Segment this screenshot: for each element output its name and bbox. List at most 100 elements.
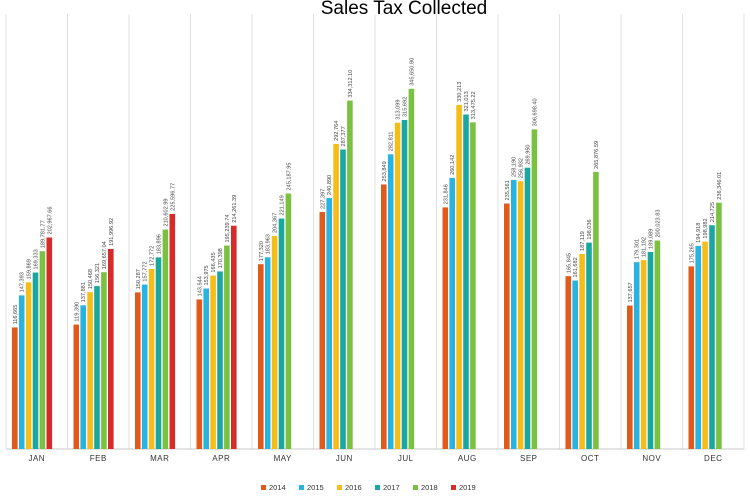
- data-label: 181,192: [642, 237, 648, 257]
- bar-2018-sep: [531, 129, 538, 449]
- bar-2014-jul: [381, 184, 387, 449]
- x-tick-label: NOV: [642, 454, 661, 463]
- data-label: 161,682: [573, 257, 579, 277]
- bar-2015-jan: [18, 295, 25, 449]
- data-label: 282,811: [389, 131, 395, 151]
- bar-2015-jul: [387, 154, 394, 449]
- data-label: 292,764: [334, 121, 340, 141]
- data-label: 313,099: [396, 99, 402, 119]
- data-label: 198,982: [703, 218, 709, 238]
- data-label: 175,265: [689, 243, 695, 263]
- bar-2017-feb: [94, 286, 100, 449]
- bar-2018-jul: [408, 88, 415, 450]
- bar-2015-aug: [449, 177, 455, 449]
- data-label: 170,398: [218, 248, 224, 268]
- bar-2018-apr: [224, 245, 230, 449]
- bar-2015-mar: [141, 284, 148, 449]
- bar-2016-nov: [640, 260, 647, 449]
- data-label: 159,869: [27, 259, 33, 279]
- data-label: 194,918: [696, 223, 702, 243]
- x-tick-label: MAY: [274, 454, 292, 463]
- bar-2014-feb: [73, 324, 80, 449]
- x-tick-label: SEP: [520, 454, 538, 463]
- data-label: 330,213: [457, 82, 463, 102]
- bar-2018-may: [285, 193, 292, 449]
- data-label: 202,967.66: [47, 206, 53, 234]
- data-label: 334,312.10: [348, 70, 354, 98]
- bar-2015-may: [264, 257, 271, 449]
- bar-2017-aug: [463, 114, 469, 449]
- data-label: 306,698.40: [532, 98, 538, 126]
- bar-2016-dec: [702, 241, 708, 449]
- data-label: 345,650.80: [409, 58, 415, 86]
- bar-2016-aug: [456, 104, 462, 449]
- bar-2014-oct: [565, 276, 572, 449]
- legend-swatch: [451, 485, 456, 490]
- bar-2014-jun: [319, 212, 326, 449]
- bar-2018-aug: [470, 122, 476, 449]
- data-label: 156,321: [95, 263, 101, 283]
- data-label: 187,119: [580, 231, 586, 251]
- data-label: 321,013: [464, 91, 470, 111]
- bar-2015-nov: [633, 262, 640, 449]
- data-label: 231,846: [443, 184, 449, 204]
- bar-2016-may: [271, 236, 278, 449]
- grid-lines: [5, 14, 745, 450]
- bar-2017-jun: [340, 149, 346, 449]
- bar-2014-jan: [12, 327, 18, 449]
- legend: 2014 2015 2016 2017 2018 2019: [261, 483, 476, 492]
- bar-2015-dec: [695, 245, 701, 449]
- data-label: 265,876.59: [594, 141, 600, 169]
- data-label: 227,397: [320, 189, 326, 209]
- bar-2018-feb: [101, 272, 107, 449]
- legend-swatch: [413, 485, 418, 490]
- bar-2015-sep: [510, 179, 517, 449]
- bar-2017-dec: [709, 225, 715, 449]
- x-tick-label: FEB: [90, 454, 107, 463]
- bar-2014-may: [258, 264, 264, 449]
- bar-2016-jul: [394, 122, 401, 449]
- data-label: 198,036: [587, 219, 593, 239]
- data-label: 165,845: [566, 253, 572, 273]
- data-label: 195,239.74: [225, 215, 231, 243]
- bar-2015-oct: [572, 280, 578, 449]
- legend-label: 2015: [307, 483, 324, 492]
- data-label: 153,975: [204, 265, 210, 285]
- data-label: 245,187.95: [286, 162, 292, 190]
- data-label: 150,287: [136, 269, 142, 289]
- bar-2019-mar: [169, 213, 176, 449]
- data-label: 210,602.99: [163, 199, 169, 227]
- bar-2014-mar: [135, 292, 141, 449]
- x-axis-ticks: JAN FEB MAR APR MAY JUN JUL AUG SEP OCT NOV DEC: [28, 454, 722, 463]
- data-label: 214,261.39: [232, 195, 238, 223]
- bar-2019-apr: [231, 225, 237, 449]
- data-label: 256,932: [519, 158, 525, 178]
- bar-2014-nov: [627, 305, 633, 449]
- data-label: 313,475.22: [471, 91, 477, 119]
- bar-2018-oct: [593, 171, 599, 449]
- bar-2015-apr: [203, 288, 209, 449]
- bar-2014-sep: [504, 203, 510, 449]
- data-label: 119,390: [74, 302, 80, 322]
- data-label: 183,963: [266, 234, 272, 254]
- data-label: 169,657.04: [102, 241, 108, 269]
- legend-label: 2018: [421, 483, 438, 492]
- bar-2017-apr: [217, 271, 223, 449]
- data-label: 258,190: [512, 157, 518, 177]
- bar-2016-sep: [517, 181, 524, 449]
- legend-label: 2019: [459, 483, 476, 492]
- bar-2018-dec: [716, 202, 722, 449]
- x-tick-label: OCT: [581, 454, 599, 463]
- bar-2016-mar: [148, 268, 155, 449]
- legend-swatch: [375, 485, 380, 490]
- legend-swatch: [299, 485, 304, 490]
- data-label: 169,333: [34, 249, 40, 269]
- data-label: 147,393: [20, 272, 26, 292]
- data-label: 214,725: [710, 202, 716, 222]
- data-label: 143,544: [197, 276, 203, 296]
- data-label: 116,665: [13, 305, 19, 325]
- bar-2015-jun: [326, 197, 332, 449]
- data-label: 235,561: [505, 180, 511, 200]
- bar-2017-jul: [401, 120, 408, 450]
